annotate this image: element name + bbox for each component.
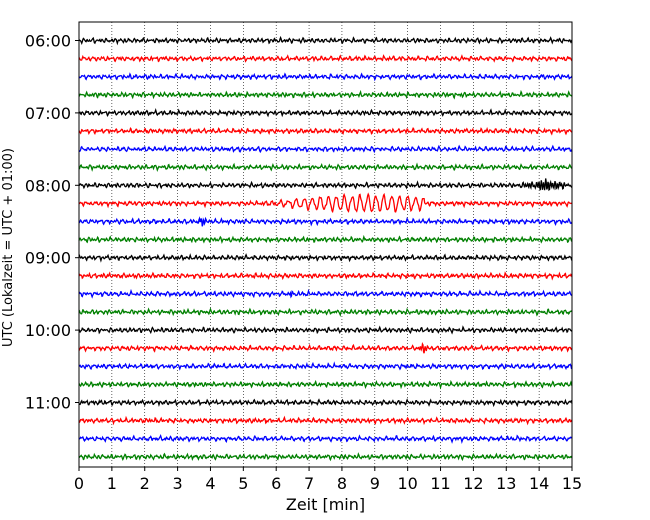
x-tick-label: 14 [529, 474, 549, 493]
x-tick-label: 5 [238, 474, 248, 493]
y-tick-label: 09:00 [25, 249, 71, 268]
y-tick-label: 08:00 [25, 176, 71, 195]
x-tick-label: 10 [397, 474, 417, 493]
trace-1145 [78, 452, 573, 462]
trace-0715 [78, 126, 573, 136]
trace-0930 [78, 288, 573, 299]
x-tick-label: 2 [140, 474, 150, 493]
trace-0915 [78, 271, 573, 281]
trace-1130 [78, 433, 573, 444]
trace-0845 [78, 234, 573, 244]
trace-0645 [78, 89, 573, 100]
trace-1100 [78, 398, 573, 408]
trace-1115 [78, 415, 573, 426]
x-tick-label: 1 [107, 474, 117, 493]
x-tick-label: 8 [337, 474, 347, 493]
x-tick-label: 4 [205, 474, 215, 493]
trace-0745 [78, 162, 573, 172]
trace-0945 [78, 307, 573, 318]
y-axis-ticks: 06:00 07:00 08:00 09:00 10:00 11:00 [25, 32, 79, 413]
x-tick-label: 12 [463, 474, 483, 493]
plot-frame [78, 21, 573, 468]
trace-1045 [78, 379, 573, 390]
trace-0700 [78, 108, 573, 118]
trace-0600 [78, 35, 573, 46]
trace-0830 [78, 216, 573, 227]
y-tick-label: 11:00 [25, 394, 71, 413]
trace-0730 [78, 144, 573, 154]
y-tick-label: 10:00 [25, 321, 71, 340]
trace-0900 [78, 253, 573, 263]
x-tick-label: 3 [173, 474, 183, 493]
trace-0815 [78, 192, 573, 214]
x-tick-label: 13 [496, 474, 516, 493]
trace-lines [78, 35, 573, 462]
trace-0800 [78, 178, 573, 192]
trace-1015 [78, 342, 573, 354]
x-tick-label: 6 [271, 474, 281, 493]
y-tick-label: 07:00 [25, 104, 71, 123]
trace-0630 [78, 72, 573, 82]
x-axis-label: Zeit [min] [286, 495, 365, 514]
x-tick-label: 11 [430, 474, 450, 493]
x-axis-ticks: 0 1 2 3 4 5 6 7 8 9 10 11 12 13 14 15 [74, 467, 582, 493]
y-axis-label: UTC (Lokalzeit = UTC + 01:00) [1, 148, 16, 347]
grid-lines [111, 22, 540, 467]
x-tick-label: 9 [370, 474, 380, 493]
x-tick-label: 0 [74, 474, 84, 493]
y-tick-label: 06:00 [25, 32, 71, 51]
x-tick-label: 7 [304, 474, 314, 493]
trace-1000 [78, 325, 573, 335]
trace-1030 [78, 361, 573, 371]
trace-0615 [78, 54, 573, 63]
x-tick-label: 15 [562, 474, 582, 493]
